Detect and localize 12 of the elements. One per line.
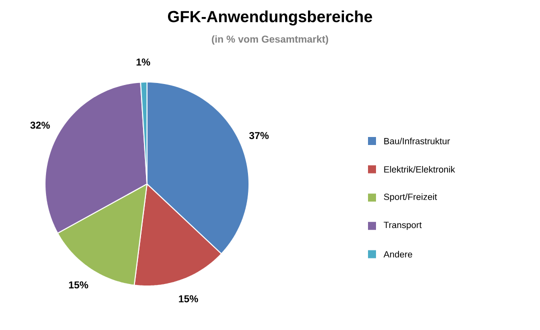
legend-label: Andere: [384, 250, 412, 258]
data-label: 15%: [69, 281, 88, 288]
legend-label: Bau/Infrastruktur: [384, 138, 450, 144]
data-label: 15%: [178, 295, 198, 302]
legend-label: Transport: [384, 222, 422, 230]
data-label: 32%: [30, 122, 50, 129]
data-label: 37%: [249, 132, 269, 140]
chart-subtitle: (in % vom Gesamtmarkt): [212, 35, 328, 45]
legend-label: Sport/Freizeit: [384, 193, 437, 202]
legend-label: Elektrik/Elektronik: [384, 166, 456, 173]
data-label: 1%: [136, 58, 150, 66]
chart-title: GFK-Anwendungsbereiche: [168, 10, 372, 26]
